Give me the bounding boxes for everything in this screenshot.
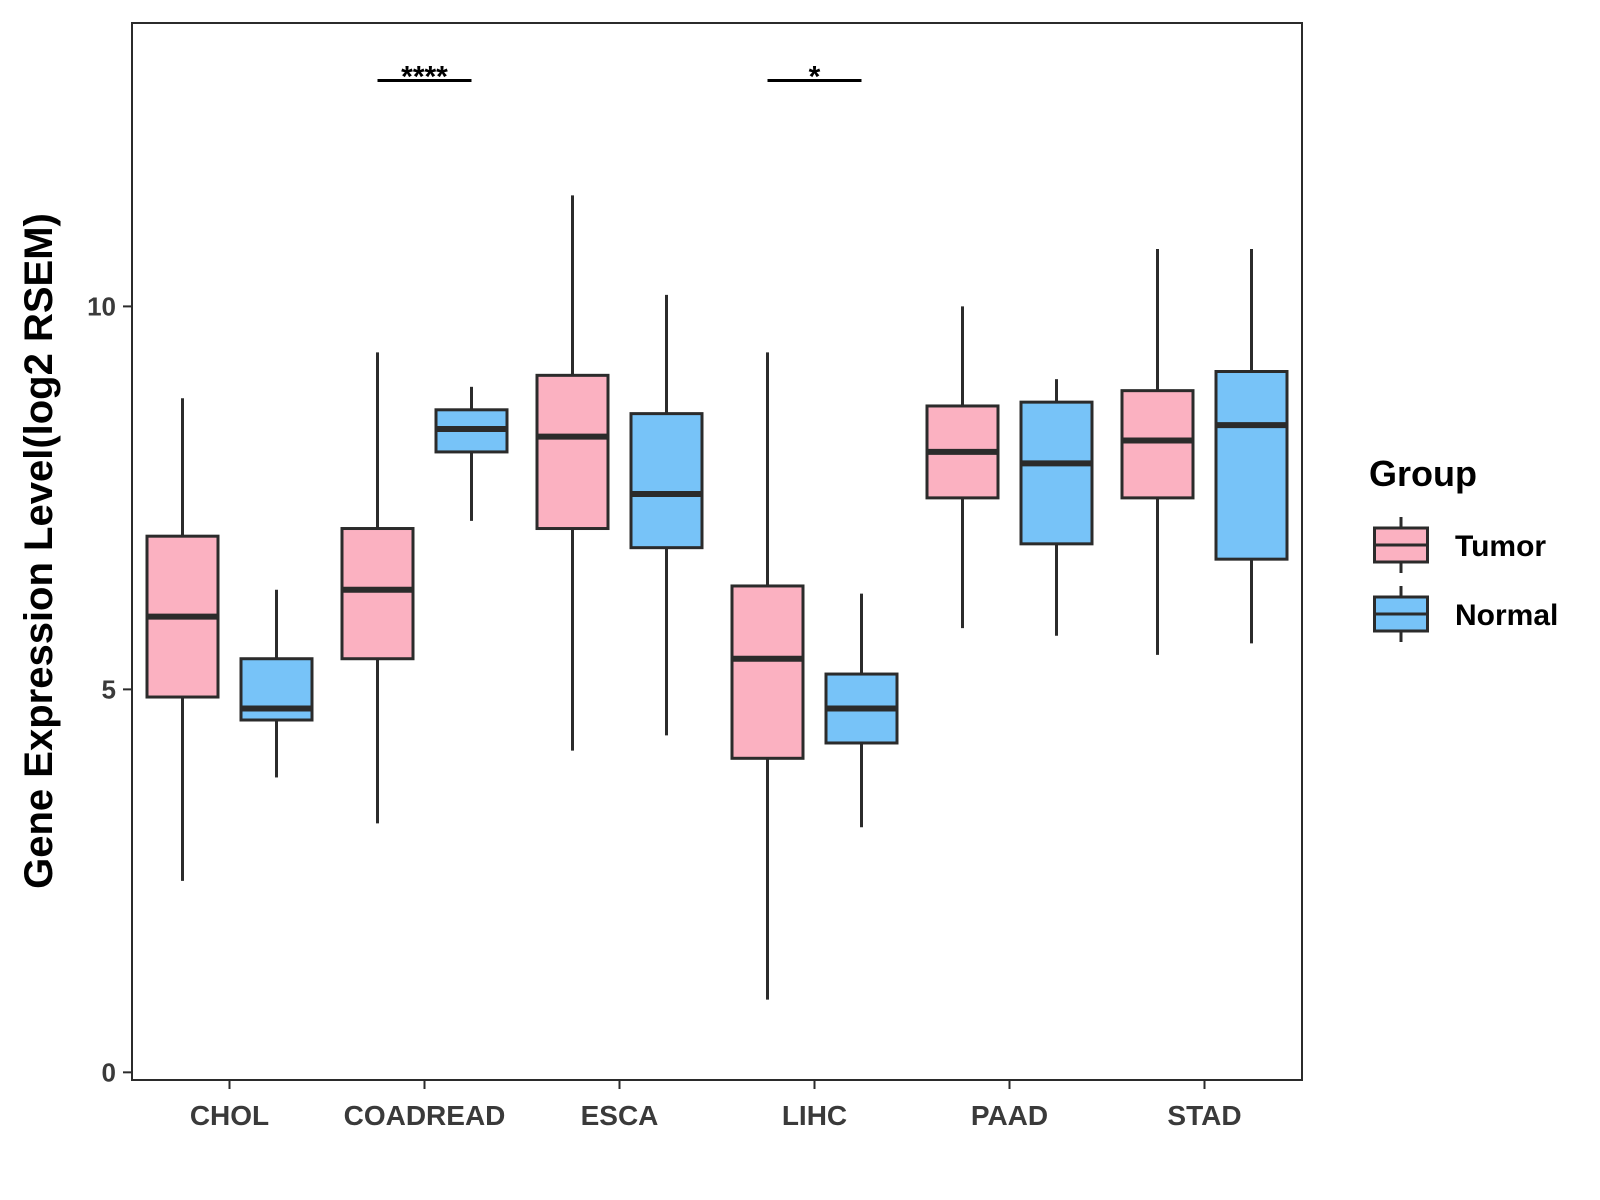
box-tumor-coadread: [340, 352, 415, 824]
significance-label: ****: [401, 60, 448, 93]
box-iqr: [629, 412, 704, 550]
box-iqr: [1214, 370, 1289, 561]
x-tick-label: ESCA: [581, 1100, 659, 1131]
box-tumor-stad: [1120, 248, 1195, 655]
legend-item-normal: Normal: [1373, 586, 1558, 642]
box-tumor-paad: [925, 306, 1000, 629]
y-tick-label: 5: [102, 674, 116, 704]
box-normal-chol: [239, 589, 314, 778]
y-axis: 0 5 10: [87, 291, 132, 1087]
box-normal-stad: [1214, 248, 1289, 644]
y-axis-title: Gene Expression Level(log2 RSEM): [17, 213, 61, 889]
legend-label: Normal: [1455, 599, 1558, 632]
x-tick-label: CHOL: [190, 1100, 269, 1131]
box-normal-lihc: [824, 593, 899, 828]
box-iqr: [730, 584, 805, 760]
box-tumor-chol: [145, 398, 220, 881]
x-tick-label: COADREAD: [344, 1100, 506, 1131]
significance-layer: **** *: [377, 60, 862, 93]
significance-label: *: [809, 60, 821, 93]
box-normal-esca: [629, 294, 704, 736]
plot-panel: [131, 22, 1303, 1081]
x-axis: CHOL COADREAD ESCA LIHC PAAD STAD: [190, 1080, 1242, 1131]
x-tick-label: LIHC: [782, 1100, 847, 1131]
x-tick-label: STAD: [1167, 1100, 1241, 1131]
y-tick-label: 10: [87, 291, 116, 321]
y-tick-label: 0: [102, 1057, 116, 1087]
x-tick-label: PAAD: [971, 1100, 1048, 1131]
box-iqr: [1019, 400, 1094, 546]
box-tumor-lihc: [730, 352, 805, 1000]
box-normal-paad: [1019, 379, 1094, 636]
box-tumor-esca: [535, 195, 610, 751]
box-iqr: [535, 373, 610, 531]
box-normal-coadread: [434, 386, 509, 521]
box-iqr: [1120, 389, 1195, 500]
legend-label: Tumor: [1455, 530, 1546, 563]
legend-item-tumor: Tumor: [1373, 517, 1546, 573]
box-iqr: [340, 527, 415, 661]
legend-title: Group: [1369, 453, 1477, 494]
boxes-layer: [145, 195, 1289, 1000]
legend: Group Tumor Normal: [1369, 453, 1558, 642]
